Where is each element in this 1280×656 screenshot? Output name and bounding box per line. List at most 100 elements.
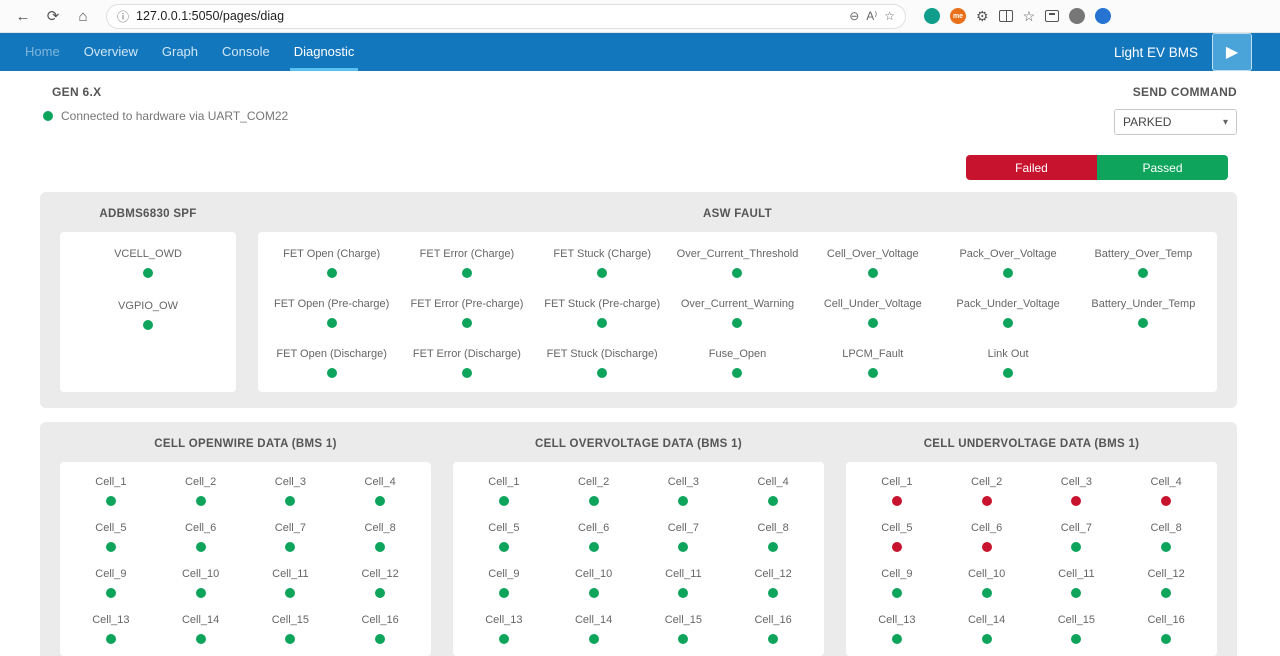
collections-icon[interactable] — [1045, 10, 1060, 22]
section-title: ADBMS6830 SPF — [99, 208, 197, 220]
indicator-cell-9: Cell_9 — [66, 568, 156, 598]
status-dot-passed — [461, 318, 472, 328]
indicator-cell-5: Cell_5 — [852, 522, 942, 552]
indicator-label: Cell_15 — [271, 614, 310, 626]
indicator-label: Cell_9 — [488, 568, 520, 580]
split-screen-icon[interactable] — [998, 10, 1013, 22]
tab-overview[interactable]: Overview — [83, 44, 138, 59]
tab-console[interactable]: Console — [222, 44, 270, 59]
browser-essentials-icon[interactable] — [924, 8, 940, 24]
read-aloud-icon[interactable]: A⁾ — [866, 9, 878, 23]
indicator-label: FET Open (Discharge) — [276, 348, 387, 360]
send-command-value: PARKED — [1123, 115, 1172, 129]
indicator-label: Battery_Over_Temp — [1094, 248, 1193, 260]
indicator-label: Cell_1 — [488, 476, 520, 488]
indicator-vgpio-ow: VGPIO_OW — [66, 300, 230, 330]
address-bar[interactable]: ⓘ 127.0.0.1:5050/pages/diag ⊖ A⁾ ☆ — [106, 3, 906, 29]
status-dot-passed — [1003, 318, 1014, 328]
refresh-icon[interactable]: ⟳ — [46, 8, 60, 25]
tab-home[interactable]: Home — [25, 44, 60, 59]
settings-wheel-icon[interactable]: ⚙ — [976, 7, 989, 24]
indicator-label: Cell_8 — [1150, 522, 1182, 534]
copilot-icon[interactable] — [1095, 8, 1112, 24]
indicator-label: Cell_10 — [181, 568, 220, 580]
status-dot-failed — [891, 496, 902, 506]
favorites-hub-icon[interactable]: ☆ — [1022, 7, 1036, 24]
legend-failed-button[interactable]: Failed — [966, 155, 1097, 180]
status-dot-passed — [375, 542, 386, 552]
indicator-label: Cell_13 — [878, 614, 916, 626]
indicator-label: Cell_1 — [95, 476, 127, 488]
indicator-fet-error-pre-charge: FET Error (Pre-charge) — [399, 298, 534, 328]
indicator-cell-over-voltage: Cell_Over_Voltage — [805, 248, 940, 278]
status-dot-passed — [768, 588, 779, 598]
indicator-label: Cell_12 — [361, 568, 399, 580]
indicator-label: Cell_7 — [274, 522, 306, 534]
tab-graph[interactable]: Graph — [161, 44, 199, 59]
indicator-label: Pack_Over_Voltage — [959, 248, 1057, 260]
status-dot-failed — [981, 542, 992, 552]
status-dot-passed — [105, 634, 116, 644]
play-button[interactable]: ▶ — [1212, 33, 1252, 71]
indicator-cell-under-voltage: Cell_Under_Voltage — [805, 298, 940, 328]
play-icon: ▶ — [1225, 44, 1239, 61]
indicator-cell-5: Cell_5 — [459, 522, 549, 552]
status-dot-passed — [1071, 634, 1082, 644]
indicator-label: Cell_6 — [185, 522, 217, 534]
status-dot-passed — [143, 268, 153, 278]
status-dot-passed — [1161, 634, 1172, 644]
indicator-cell-11: Cell_11 — [639, 568, 729, 598]
tab-diagnostic[interactable]: Diagnostic — [289, 33, 359, 71]
send-command-select[interactable]: PARKED ▾ — [1114, 109, 1237, 135]
indicator-label: Cell_Over_Voltage — [826, 248, 919, 260]
profile-me-icon[interactable]: me — [950, 8, 966, 24]
indicator-cell-9: Cell_9 — [459, 568, 549, 598]
legend-passed-button[interactable]: Passed — [1097, 155, 1228, 180]
indicator-cell-10: Cell_10 — [942, 568, 1032, 598]
indicator-cell-14: Cell_14 — [156, 614, 246, 644]
status-dot-passed — [732, 368, 743, 378]
extensions-icon[interactable] — [1069, 8, 1086, 24]
indicator-cell-11: Cell_11 — [1032, 568, 1122, 598]
indicator-cell-12: Cell_12 — [1121, 568, 1211, 598]
status-dot-passed — [498, 496, 509, 506]
indicator-label: Cell_8 — [757, 522, 789, 534]
indicator-label: Cell_3 — [667, 476, 699, 488]
status-dot-passed — [678, 634, 689, 644]
indicator-cell-1: Cell_1 — [66, 476, 156, 506]
indicator-cell-12: Cell_12 — [335, 568, 425, 598]
indicator-label: Cell_7 — [1060, 522, 1092, 534]
status-dot-passed — [105, 496, 116, 506]
zoom-icon[interactable]: ⊖ — [849, 9, 860, 23]
section-cell-undervoltage: CELL UNDERVOLTAGE DATA (BMS 1) Cell_1 Cel… — [846, 432, 1217, 656]
indicator-label: FET Open (Pre-charge) — [273, 298, 390, 310]
indicator-label: FET Error (Charge) — [419, 248, 515, 260]
indicator-cell-4: Cell_4 — [335, 476, 425, 506]
indicator-label: FET Error (Discharge) — [412, 348, 521, 360]
indicator-pack-over-voltage: Pack_Over_Voltage — [940, 248, 1075, 278]
indicator-cell-16: Cell_16 — [335, 614, 425, 644]
home-icon[interactable]: ⌂ — [78, 7, 88, 25]
indicator-label: Cell_4 — [1150, 476, 1182, 488]
indicator-cell-6: Cell_6 — [942, 522, 1032, 552]
status-dot-passed — [588, 542, 599, 552]
indicator-fet-open-pre-charge: FET Open (Pre-charge) — [264, 298, 399, 328]
brand-title: Light EV BMS — [1113, 44, 1198, 60]
status-dot-passed — [1003, 368, 1014, 378]
indicator-label: Cell_5 — [488, 522, 520, 534]
status-dot-passed — [597, 268, 608, 278]
indicator-cell-13: Cell_13 — [459, 614, 549, 644]
indicator-cell-1: Cell_1 — [459, 476, 549, 506]
favorite-star-icon[interactable]: ☆ — [884, 9, 895, 23]
status-dot-passed — [375, 496, 386, 506]
indicator-cell-7: Cell_7 — [1032, 522, 1122, 552]
indicator-battery-under-temp: Battery_Under_Temp — [1076, 298, 1211, 328]
section-title: CELL UNDERVOLTAGE DATA (BMS 1) — [923, 438, 1140, 450]
indicator-label: Cell_11 — [1058, 568, 1095, 580]
site-info-icon[interactable]: ⓘ — [117, 9, 130, 24]
status-dot-passed — [867, 368, 878, 378]
url-text[interactable]: 127.0.0.1:5050/pages/diag — [136, 9, 285, 23]
indicator-label: Cell_2 — [578, 476, 610, 488]
back-icon[interactable]: ← — [15, 7, 31, 25]
status-dot-passed — [597, 318, 608, 328]
